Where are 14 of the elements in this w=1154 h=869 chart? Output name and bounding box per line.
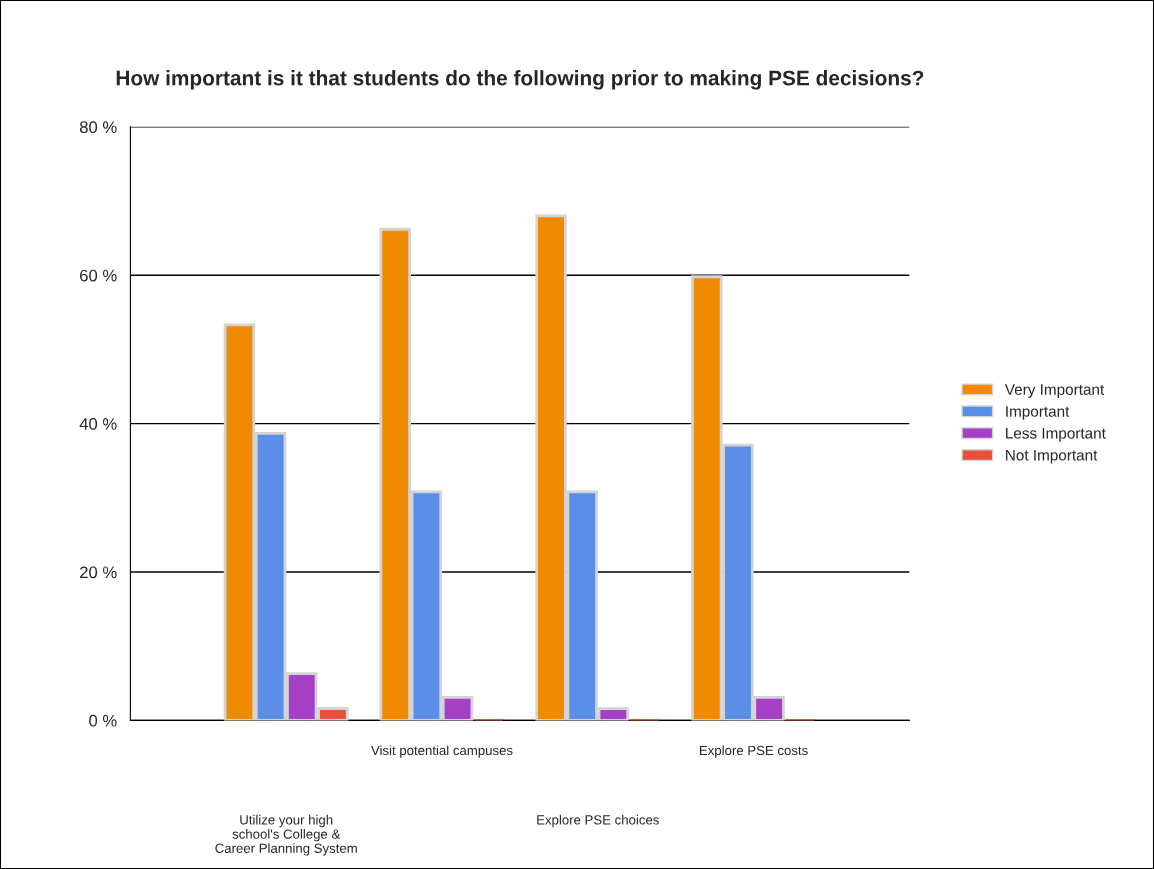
y-tick-label: 60 % — [80, 269, 117, 282]
x-tick-label: Utilize your high school's College & Career Planning System — [215, 814, 357, 856]
legend-label: Not Important — [1006, 449, 1098, 464]
y-tick-label: 40 % — [79, 418, 117, 430]
y-tick-label: 20 % — [80, 566, 117, 579]
legend-label: Very Important — [1004, 384, 1105, 398]
legend-label: Less Important — [1006, 428, 1106, 442]
y-tick-label: 0 % — [89, 714, 117, 727]
x-tick-label: Visit potential campuses — [371, 745, 513, 758]
x-tick-label: Explore PSE costs — [700, 745, 808, 758]
chart-title: How important is it that students do the following prior to making PSE decisions? — [116, 70, 924, 90]
x-tick-label: Explore PSE choices — [537, 814, 659, 828]
y-tick-label: 80 % — [79, 121, 117, 134]
legend-label: Important — [1006, 406, 1070, 420]
